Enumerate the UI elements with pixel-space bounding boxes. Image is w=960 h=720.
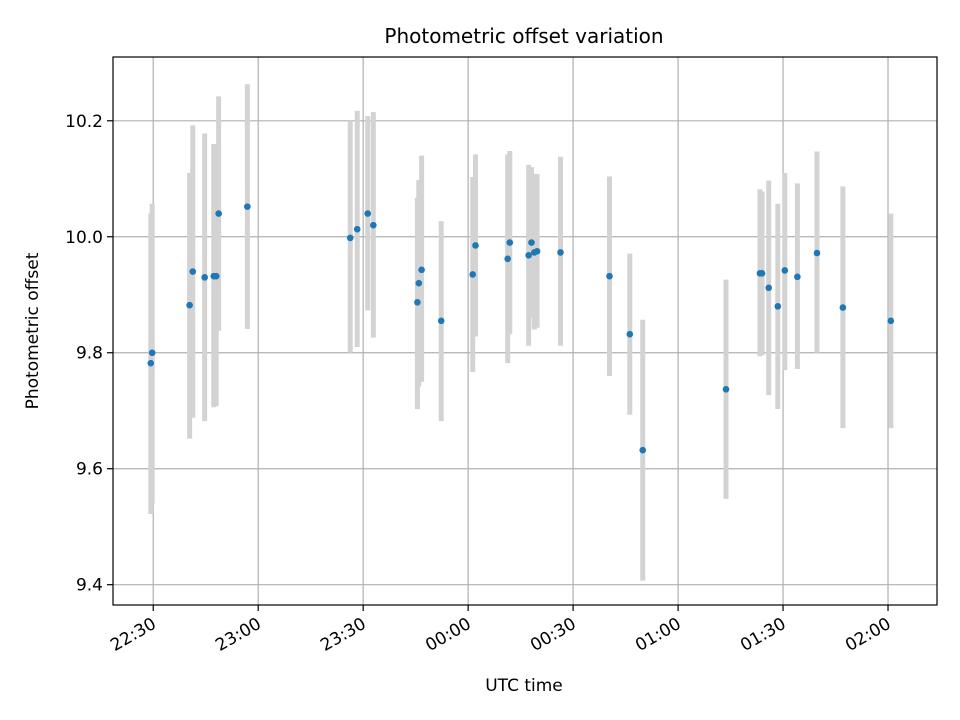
data-point xyxy=(887,317,895,325)
x-axis-label: UTC time xyxy=(485,676,563,696)
y-tick-label: 9.4 xyxy=(76,576,103,596)
data-point xyxy=(794,273,801,281)
grid xyxy=(113,57,937,605)
data-point xyxy=(639,446,647,454)
data-points xyxy=(147,203,895,454)
data-point xyxy=(346,234,354,242)
data-point xyxy=(506,239,514,246)
y-axis-ticks: 9.4 9.6 9.8 10.0 10.2 xyxy=(65,112,113,596)
data-point xyxy=(418,266,425,274)
plot-frame xyxy=(112,56,938,606)
data-point xyxy=(839,304,847,311)
y-tick-label: 9.6 xyxy=(76,460,103,480)
y-tick-label: 10.2 xyxy=(65,112,103,132)
data-point xyxy=(148,349,156,357)
data-point xyxy=(244,203,251,210)
data-point xyxy=(781,267,789,274)
data-point xyxy=(147,359,155,367)
data-point xyxy=(370,221,377,229)
y-axis-label: Photometric offset xyxy=(23,252,43,409)
y-tick-label: 10.0 xyxy=(65,228,103,248)
data-point xyxy=(504,255,511,263)
data-point xyxy=(758,270,766,277)
data-point xyxy=(626,330,634,338)
chart-title: Photometric offset variation xyxy=(384,24,663,48)
data-point xyxy=(469,271,476,278)
data-point xyxy=(414,298,421,306)
data-point xyxy=(557,249,564,256)
data-point xyxy=(186,301,193,309)
data-point xyxy=(528,239,535,246)
data-point xyxy=(353,225,361,233)
data-point xyxy=(189,268,197,275)
data-point xyxy=(813,249,821,257)
data-point xyxy=(201,274,208,281)
data-point xyxy=(364,210,372,217)
data-point xyxy=(606,272,613,280)
data-point xyxy=(722,385,730,393)
data-point xyxy=(774,303,782,310)
data-point xyxy=(215,210,222,217)
y-tick-label: 9.8 xyxy=(76,344,103,364)
data-point xyxy=(415,279,423,287)
data-point xyxy=(472,242,479,249)
data-point xyxy=(525,252,532,259)
data-point xyxy=(533,247,541,255)
data-point xyxy=(437,317,445,325)
data-point xyxy=(212,272,220,280)
data-point xyxy=(765,284,773,292)
